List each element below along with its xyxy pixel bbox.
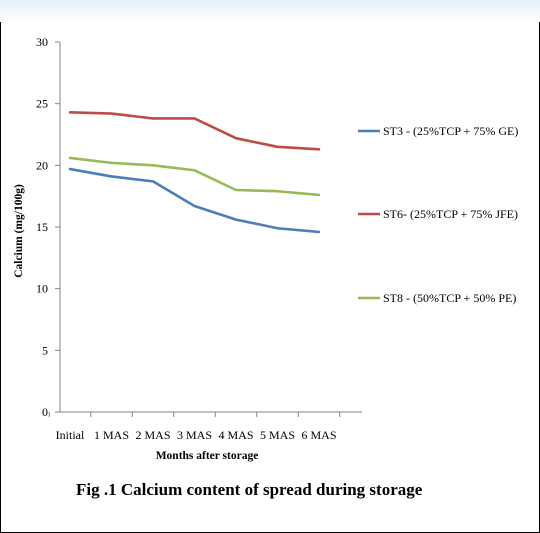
y-tick-label: 0 bbox=[42, 405, 48, 419]
series-line bbox=[68, 167, 321, 234]
data-point bbox=[235, 189, 237, 191]
data-point bbox=[277, 227, 278, 229]
data-point bbox=[194, 169, 195, 171]
y-tick-label: 25 bbox=[36, 97, 48, 111]
data-point bbox=[235, 137, 237, 139]
data-point bbox=[194, 205, 195, 207]
y-tick-label: 10 bbox=[36, 282, 48, 296]
x-tick-label: 2 MAS bbox=[135, 428, 170, 442]
data-point bbox=[69, 168, 71, 170]
y-axis-title: Calcium (mg/100g) bbox=[13, 184, 25, 278]
legend-label: ST3 - (25%TCP + 75% GE) bbox=[383, 124, 518, 138]
x-axis-title: Months after storage bbox=[156, 450, 259, 462]
y-tick-label: 20 bbox=[36, 158, 48, 172]
top-strip bbox=[0, 0, 540, 22]
x-tick-label: 1 MAS bbox=[94, 428, 129, 442]
data-point bbox=[111, 175, 112, 177]
data-point bbox=[277, 146, 278, 148]
x-axis-ticks: Initial 1 MAS 2 MAS 3 MAS 4 MAS 5 MAS 6 MAS bbox=[48, 412, 341, 442]
y-tick-label: 30 bbox=[36, 35, 48, 49]
x-tick-label: 3 MAS bbox=[177, 428, 212, 442]
data-point bbox=[194, 117, 195, 119]
chart-axes bbox=[59, 42, 362, 413]
x-tick-label: 5 MAS bbox=[260, 428, 295, 442]
data-point bbox=[318, 231, 320, 233]
y-axis-ticks: 0 5 10 15 20 25 30 bbox=[36, 35, 60, 419]
data-point bbox=[152, 164, 154, 166]
y-tick-label: 5 bbox=[42, 343, 48, 357]
data-point bbox=[69, 157, 71, 159]
data-point bbox=[69, 111, 71, 113]
data-point bbox=[152, 117, 154, 119]
legend-label: ST8 - (50%TCP + 50% PE) bbox=[383, 291, 516, 305]
x-tick-label: Initial bbox=[56, 428, 85, 442]
x-tick-label: 4 MAS bbox=[218, 428, 253, 442]
data-point bbox=[111, 113, 112, 115]
data-point bbox=[235, 219, 237, 221]
legend: ST3 - (25%TCP + 75% GE) ST6- (25%TCP + 75… bbox=[358, 124, 518, 305]
data-point bbox=[318, 148, 320, 150]
data-point bbox=[318, 194, 320, 196]
data-point bbox=[152, 180, 154, 182]
calcium-line-chart: 0 5 10 15 20 25 30 Initial 1 MAS 2 MAS 3 MAS 4 MAS… bbox=[13, 35, 518, 462]
series-line bbox=[68, 111, 321, 151]
data-point bbox=[111, 162, 112, 164]
data-point bbox=[277, 190, 278, 192]
x-tick-label: 6 MAS bbox=[301, 428, 336, 442]
series-lines bbox=[68, 111, 321, 234]
y-tick-label: 15 bbox=[36, 220, 48, 234]
legend-label: ST6- (25%TCP + 75% JFE) bbox=[383, 207, 518, 221]
figure-caption: Fig .1 Calcium content of spread during … bbox=[76, 480, 423, 499]
